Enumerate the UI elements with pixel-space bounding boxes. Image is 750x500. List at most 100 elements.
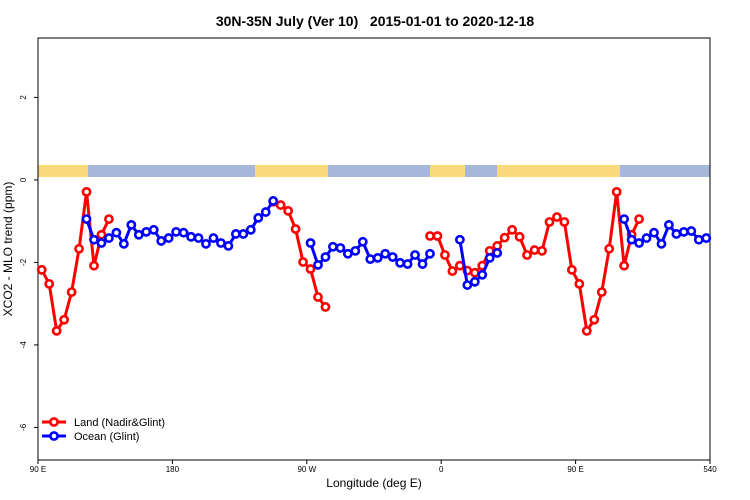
point bbox=[417, 259, 428, 269]
point bbox=[604, 243, 615, 254]
point bbox=[36, 264, 47, 275]
point bbox=[141, 226, 152, 237]
point bbox=[380, 248, 391, 259]
point bbox=[148, 224, 159, 235]
point bbox=[499, 232, 510, 243]
point bbox=[290, 224, 301, 234]
point bbox=[313, 292, 323, 302]
point bbox=[268, 196, 279, 206]
point bbox=[477, 269, 488, 280]
point bbox=[44, 278, 55, 289]
point bbox=[664, 219, 674, 230]
point bbox=[596, 287, 607, 298]
legend-marker bbox=[49, 417, 59, 427]
point bbox=[365, 254, 376, 265]
point bbox=[402, 259, 413, 269]
x-tick-label: 90 W bbox=[297, 465, 316, 474]
point bbox=[283, 205, 294, 216]
point bbox=[641, 233, 652, 243]
point bbox=[671, 229, 682, 239]
point bbox=[484, 252, 495, 263]
point bbox=[208, 233, 219, 243]
point bbox=[447, 266, 458, 276]
series bbox=[36, 186, 644, 336]
land-band bbox=[497, 165, 620, 177]
point bbox=[216, 238, 226, 248]
point bbox=[611, 186, 622, 197]
point bbox=[566, 264, 577, 275]
land-band bbox=[255, 165, 328, 177]
point bbox=[342, 248, 353, 259]
point bbox=[104, 233, 114, 243]
point bbox=[559, 217, 570, 227]
legend-marker bbox=[49, 431, 59, 441]
point bbox=[186, 231, 196, 242]
point bbox=[454, 234, 465, 245]
point bbox=[656, 238, 667, 249]
point bbox=[387, 252, 398, 262]
point bbox=[201, 238, 211, 249]
point bbox=[462, 280, 473, 290]
point bbox=[193, 233, 204, 243]
point bbox=[335, 243, 346, 253]
point bbox=[372, 252, 383, 263]
point bbox=[89, 260, 99, 271]
point bbox=[126, 219, 137, 230]
point bbox=[305, 238, 316, 248]
legend: Land (Nadir&Glint) Ocean (Glint) bbox=[42, 417, 165, 443]
point bbox=[619, 214, 630, 224]
point bbox=[514, 231, 525, 242]
point bbox=[163, 233, 174, 243]
point bbox=[634, 214, 644, 224]
point bbox=[238, 229, 249, 239]
point bbox=[626, 234, 637, 245]
point bbox=[544, 217, 555, 227]
point bbox=[260, 207, 271, 217]
point bbox=[253, 212, 264, 223]
point bbox=[81, 186, 92, 197]
point bbox=[133, 229, 144, 240]
point bbox=[171, 226, 182, 237]
point bbox=[178, 227, 189, 238]
point bbox=[693, 234, 704, 245]
point bbox=[320, 252, 331, 262]
y-tick-label: -6 bbox=[19, 423, 28, 431]
point bbox=[678, 226, 689, 237]
point bbox=[507, 224, 518, 235]
point bbox=[51, 325, 62, 336]
y-tick-label: -4 bbox=[19, 341, 28, 349]
point bbox=[552, 212, 562, 222]
point bbox=[74, 243, 84, 254]
point bbox=[320, 302, 331, 312]
point bbox=[66, 287, 77, 298]
y-axis-label: XCO2 - MLO trend (ppm) bbox=[1, 182, 15, 317]
y-tick-label: 2 bbox=[19, 95, 28, 100]
point bbox=[469, 267, 480, 278]
point bbox=[305, 264, 316, 274]
point bbox=[59, 314, 70, 325]
point bbox=[619, 260, 630, 271]
land-band bbox=[38, 165, 88, 177]
point bbox=[649, 227, 659, 238]
chart-title: 30N-35N July (Ver 10) 2015-01-01 to 2020… bbox=[216, 13, 535, 29]
point bbox=[96, 238, 107, 248]
point bbox=[581, 325, 592, 336]
point bbox=[469, 276, 480, 287]
legend-label: Land (Nadir&Glint) bbox=[74, 417, 165, 429]
point bbox=[275, 200, 286, 210]
x-tick-label: 540 bbox=[703, 465, 717, 474]
land-ocean-band bbox=[38, 165, 710, 177]
point bbox=[574, 278, 585, 289]
x-tick-label: 90 E bbox=[30, 465, 46, 474]
point bbox=[425, 231, 435, 241]
series bbox=[81, 196, 712, 290]
point bbox=[522, 250, 532, 260]
point bbox=[156, 236, 167, 246]
point bbox=[529, 245, 540, 255]
point bbox=[395, 257, 406, 268]
point bbox=[701, 233, 712, 243]
point bbox=[245, 224, 256, 235]
point bbox=[589, 314, 600, 325]
point bbox=[350, 245, 361, 256]
